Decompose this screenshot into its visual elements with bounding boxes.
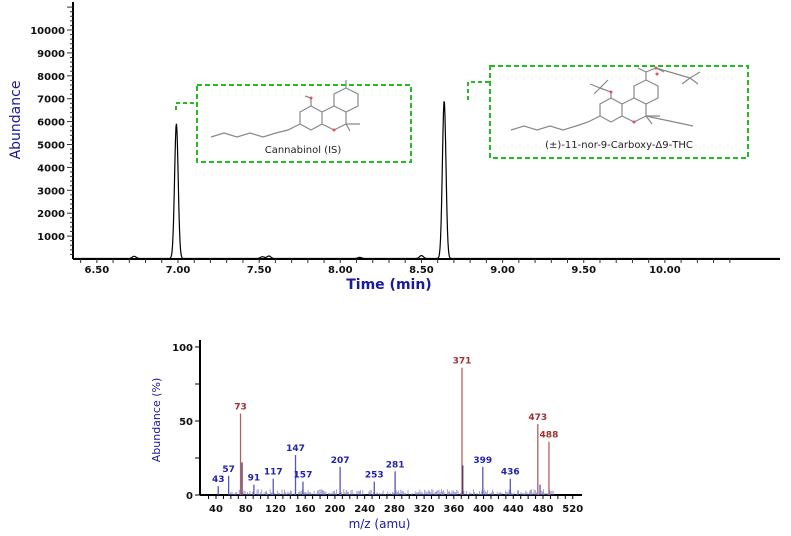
ms-peak-label: 43 (212, 475, 225, 485)
y-axis-title: Abundance (8, 81, 24, 160)
ms-peak-label: 488 (540, 431, 559, 441)
y-tick-label: 7000 (37, 95, 65, 106)
ms-x-tick-label: 160 (295, 504, 316, 515)
ms-x-tick-label: 40 (209, 504, 223, 515)
ms-y-tick-label: 50 (179, 417, 193, 428)
ms-peak-label: 157 (294, 471, 313, 481)
x-tick-label: 6.50 (85, 265, 110, 276)
ms-x-tick-label: 240 (354, 504, 375, 515)
y-tick-label: 5000 (37, 141, 65, 152)
y-tick-label: 9000 (37, 49, 65, 60)
ms-peak-label: 399 (473, 456, 492, 466)
x-tick-label: 7.50 (247, 265, 272, 276)
ms-x-tick-label: 440 (503, 504, 524, 515)
oxygen-atom (309, 96, 313, 100)
ms-x-tick-label: 400 (473, 504, 494, 515)
oxygen-atom (654, 66, 658, 70)
ms-x-tick-label: 80 (239, 504, 253, 515)
y-tick-label: 4000 (37, 163, 65, 174)
ms-y-tick-label: 0 (186, 491, 193, 502)
x-tick-label: 8.00 (328, 265, 353, 276)
x-tick-label: 10.00 (649, 265, 681, 276)
leader-line (467, 81, 490, 100)
oxygen-atom (332, 128, 336, 132)
annotation-thc-cooh: (±)-11-nor-9-Carboxy-Δ9-THC (467, 65, 749, 159)
ms-y-tick-label: 100 (172, 343, 193, 354)
thc-cooh-structure-part (637, 67, 701, 125)
ms-x-tick-label: 480 (533, 504, 554, 515)
y-tick-label: 1000 (37, 232, 65, 243)
ms-peak-label: 473 (528, 413, 547, 423)
ms-peak-label: 147 (286, 444, 305, 454)
x-axis-title: Time (min) (346, 277, 431, 293)
x-tick-label: 8.50 (409, 265, 434, 276)
cannabinol-structure (210, 80, 360, 138)
chromatogram-trace (75, 101, 780, 260)
y-tick-label: 10000 (30, 26, 65, 37)
annotation-label: (±)-11-nor-9-Carboxy-Δ9-THC (545, 140, 693, 151)
ms-x-tick-label: 520 (562, 504, 583, 515)
ms-x-tick-label: 360 (443, 504, 464, 515)
ms-x-tick-label: 120 (265, 504, 286, 515)
y-tick-label: 8000 (37, 72, 65, 83)
ms-x-tick-label: 320 (414, 504, 435, 515)
oxygen-atom (655, 72, 659, 76)
y-tick-label: 2000 (37, 209, 65, 220)
y-tick-label: 6000 (37, 118, 65, 129)
annotation-box (489, 65, 749, 159)
thc-cooh-structure (510, 67, 694, 131)
ms-peak-label: 73 (234, 403, 247, 413)
ms-peak-label: 253 (365, 471, 384, 481)
ms-peak-label: 281 (386, 460, 405, 470)
annotation-box (196, 84, 412, 163)
ms-peak-label: 436 (501, 468, 520, 478)
x-tick-label: 9.50 (571, 265, 596, 276)
x-tick-label: 9.00 (490, 265, 515, 276)
ms-x-tick-label: 200 (324, 504, 345, 515)
ms-peak-label: 371 (453, 357, 472, 367)
ms-peak-label: 117 (264, 468, 283, 478)
ms-x-axis-title: m/z (amu) (349, 517, 411, 531)
ms-x-tick-label: 280 (384, 504, 405, 515)
ms-y-axis-title: Abundance (%) (150, 378, 163, 463)
annotation-cannabinol: Cannabinol (IS) (175, 80, 412, 163)
oxygen-atom (632, 120, 636, 124)
y-tick-label: 3000 (37, 186, 65, 197)
ms-peak-label: 57 (222, 465, 235, 475)
ms-peak-label: 207 (331, 456, 350, 466)
ms-peak-label: 91 (248, 474, 261, 484)
annotation-label: Cannabinol (IS) (265, 145, 342, 156)
x-tick-label: 7.00 (166, 265, 191, 276)
leader-line (175, 102, 197, 110)
oxygen-atom (609, 90, 613, 94)
